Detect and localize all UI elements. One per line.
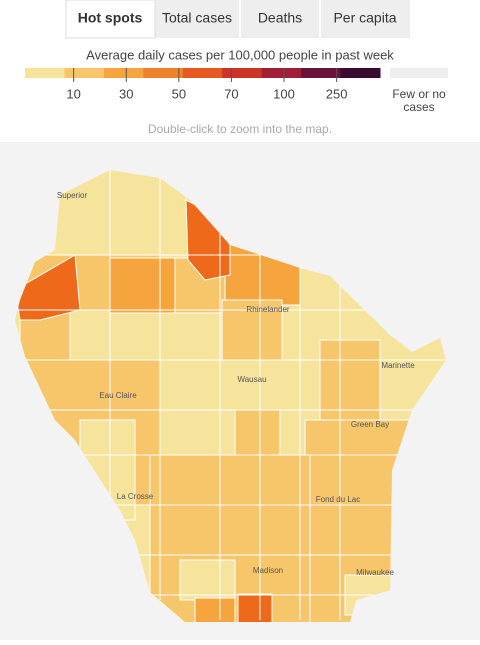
no-data-label: Few or no <box>392 87 446 101</box>
legend-swatch <box>182 68 223 78</box>
legend-swatch <box>103 68 144 78</box>
legend-swatch <box>25 68 65 78</box>
county <box>179 559 236 601</box>
city-label: La Crosse <box>117 492 154 501</box>
city-label: Superior <box>57 191 88 200</box>
city-label: Eau Claire <box>99 391 137 400</box>
tab[interactable]: Total cases <box>162 10 232 26</box>
legend-swatch <box>340 68 381 78</box>
legend-tick-label: 70 <box>224 86 238 101</box>
legend: 10 30 50 70 100 250 <box>25 68 381 101</box>
legend-swatch <box>64 68 105 78</box>
tab[interactable]: Hot spots <box>78 10 143 26</box>
legend-tick-label: 10 <box>66 86 80 101</box>
tab[interactable]: Per capita <box>333 10 396 26</box>
county <box>69 309 161 361</box>
county-borders <box>15 170 446 620</box>
county <box>109 257 176 314</box>
city-label: Milwaukee <box>356 568 394 577</box>
county <box>194 597 236 622</box>
city-label: Wausau <box>237 375 266 384</box>
city-label: Rhinelander <box>246 305 289 314</box>
hint: Double-click to zoom into the map. <box>148 122 332 136</box>
legend-swatch <box>261 68 302 78</box>
county <box>15 254 81 321</box>
legend-tick-label: 100 <box>273 86 295 101</box>
county <box>234 409 281 456</box>
county <box>237 593 273 622</box>
city-label: Madison <box>253 566 283 575</box>
legend-swatch <box>222 68 263 78</box>
county <box>319 339 381 421</box>
no-data-label: cases <box>403 100 434 114</box>
city-label: Marinette <box>381 361 415 370</box>
legend-title: Average daily cases per 100,000 people i… <box>86 47 394 62</box>
city-label: Fond du Lac <box>316 495 360 504</box>
legend-tick-label: 30 <box>119 86 133 101</box>
legend-tick-label: 50 <box>172 86 186 101</box>
city-label: Green Bay <box>351 420 389 429</box>
tab-active[interactable] <box>65 0 156 39</box>
tab[interactable]: Deaths <box>258 10 302 26</box>
legend-swatch <box>301 68 342 78</box>
legend-swatch <box>143 68 184 78</box>
legend-tick-label: 250 <box>326 86 348 101</box>
no-data-swatch <box>390 68 448 78</box>
